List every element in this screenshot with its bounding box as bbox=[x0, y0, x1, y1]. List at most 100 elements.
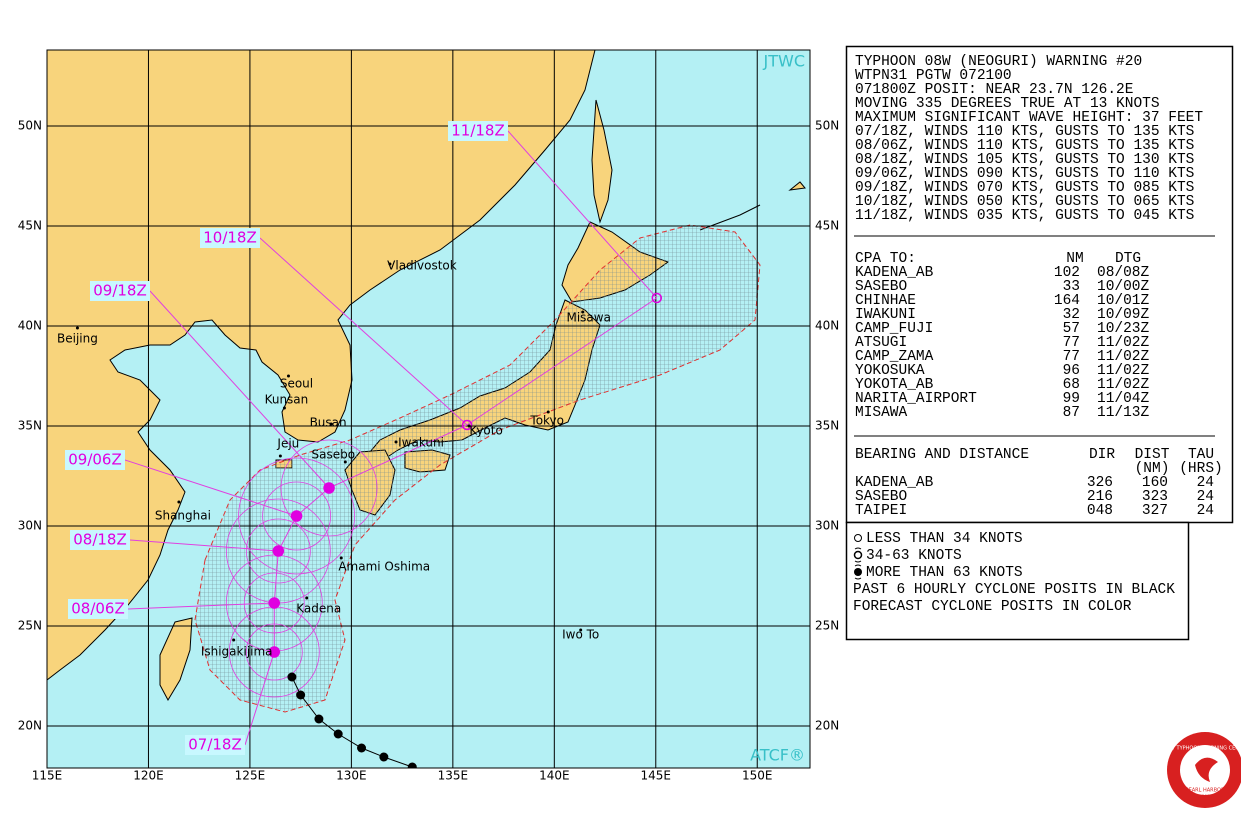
panel-text: MOVING 335 DEGREES TRUE AT 13 KNOTS bbox=[855, 96, 1160, 112]
grid bbox=[47, 50, 810, 768]
panel-text: (HRS) bbox=[1179, 461, 1223, 477]
panel-text: 11/18Z, WINDS 035 KTS, GUSTS TO 045 KTS bbox=[855, 208, 1194, 224]
panel-text: 33 bbox=[1063, 279, 1080, 295]
city-label: Seoul bbox=[280, 377, 313, 391]
logo-text: JOINT TYPHOON WARNING CENTER bbox=[1160, 746, 1241, 752]
panel-text: 68 bbox=[1063, 377, 1080, 393]
info-panel bbox=[845, 45, 1234, 524]
legend-symbol bbox=[854, 564, 862, 580]
city-dot bbox=[388, 262, 392, 266]
time-label: 09/18Z bbox=[93, 282, 147, 300]
lat-label: 35N bbox=[18, 419, 42, 433]
panel-text: 99 bbox=[1063, 391, 1080, 407]
panel-text: BEARING AND DISTANCE bbox=[855, 447, 1029, 463]
time-label: 10/18Z bbox=[203, 229, 257, 247]
city-dot bbox=[339, 556, 343, 560]
time-label-bg bbox=[68, 599, 128, 619]
time-label: 07/18Z bbox=[188, 736, 242, 754]
city-label: Ishigakijima bbox=[201, 645, 273, 659]
city-dot bbox=[579, 628, 583, 632]
panel-text: NARITA_AIRPORT bbox=[855, 391, 977, 407]
time-label-bg bbox=[70, 530, 130, 550]
panel-text: IWAKUNI bbox=[855, 307, 916, 323]
past-position bbox=[333, 729, 343, 739]
lon-label: 145E bbox=[641, 769, 672, 783]
past-position bbox=[314, 714, 324, 724]
panel-text: 048 bbox=[1087, 503, 1113, 519]
lat-label: 40N bbox=[18, 319, 42, 333]
lat-label: 30N bbox=[18, 519, 42, 533]
panel-text: 08/06Z, WINDS 110 KTS, GUSTS TO 135 KTS bbox=[855, 138, 1194, 154]
panel-text: FORECAST CYCLONE POSITS IN COLOR bbox=[853, 599, 1132, 615]
track bbox=[124, 130, 663, 768]
label-leader bbox=[127, 602, 275, 610]
city-label: Shanghai bbox=[155, 509, 211, 523]
lat-label: 50N bbox=[815, 119, 839, 133]
city-label: Kunsan bbox=[265, 393, 309, 407]
panel-text: KADENA_AB bbox=[855, 475, 934, 491]
lat-label: 25N bbox=[18, 619, 42, 633]
city-dot bbox=[546, 410, 550, 414]
lon-label: 115E bbox=[32, 769, 63, 783]
panel-text: PAST 6 HOURLY CYCLONE POSITS IN BLACK bbox=[853, 582, 1175, 598]
panel-text: NM bbox=[1066, 251, 1083, 267]
wind-radius bbox=[238, 457, 355, 575]
lon-label: 140E bbox=[539, 769, 570, 783]
city-dot bbox=[343, 460, 347, 464]
legend-symbol bbox=[853, 550, 863, 560]
panel-text: 11/02Z bbox=[1097, 349, 1150, 365]
city-label: Iwakuni bbox=[398, 436, 444, 450]
taiwan bbox=[159, 617, 193, 702]
legend-symbol bbox=[854, 547, 862, 563]
forecast-position bbox=[290, 510, 303, 522]
panel-text: 326 bbox=[1087, 475, 1113, 491]
city-dot bbox=[75, 326, 79, 330]
forecast-position bbox=[323, 482, 335, 494]
city-dot bbox=[286, 374, 290, 378]
panel-text: 10/01Z bbox=[1097, 293, 1150, 309]
city-label: Vladivostok bbox=[387, 259, 457, 273]
panel-text: LESS THAN 34 KNOTS bbox=[866, 531, 1023, 547]
lon-label: 120E bbox=[133, 769, 164, 783]
lat-label: 20N bbox=[18, 719, 42, 733]
panel-text: TYPHOON 08W (NEOGURI) WARNING #20WTPN31 … bbox=[853, 54, 1223, 615]
label-leader bbox=[124, 459, 297, 517]
panel-text: WTPN31 PGTW 072100 bbox=[855, 68, 1012, 84]
past-position bbox=[379, 752, 389, 762]
panel-text: 11/02Z bbox=[1097, 335, 1150, 351]
panel-text: 24 bbox=[1197, 503, 1214, 519]
time-label-bg bbox=[448, 121, 508, 141]
panel-text: ATSUGI bbox=[855, 335, 907, 351]
panel-text: 160 bbox=[1142, 475, 1168, 491]
panel-text: 164 bbox=[1054, 293, 1080, 309]
city-dot bbox=[177, 500, 181, 504]
panel-text: TYPHOON 08W (NEOGURI) WARNING #20 bbox=[855, 54, 1142, 70]
map bbox=[47, 50, 810, 768]
wind-radius bbox=[280, 439, 378, 537]
legend-panel bbox=[845, 521, 1190, 641]
logo-text: HAWAII bbox=[1198, 794, 1212, 799]
panel-text: CAMP_FUJI bbox=[855, 321, 933, 337]
past-position bbox=[287, 672, 297, 682]
panel-text: 327 bbox=[1142, 503, 1168, 519]
wind-radius bbox=[262, 481, 331, 551]
city-label: Kyoto bbox=[469, 424, 503, 438]
legend-symbol bbox=[854, 534, 862, 542]
panel-text: 11/04Z bbox=[1097, 391, 1150, 407]
lat-label: 30N bbox=[815, 519, 839, 533]
lat-label: 50N bbox=[18, 119, 42, 133]
panel-text: 10/00Z bbox=[1097, 279, 1150, 295]
city-dot bbox=[282, 406, 286, 410]
label-leader bbox=[129, 539, 279, 552]
time-label: 08/18Z bbox=[73, 531, 127, 549]
panel-text: (NM) bbox=[1135, 461, 1170, 477]
forecast-position bbox=[651, 292, 663, 304]
city-label: Iwo To bbox=[562, 628, 599, 642]
panel-text: 216 bbox=[1087, 489, 1113, 505]
label-leader bbox=[259, 237, 468, 426]
panel-text: 102 bbox=[1054, 265, 1080, 281]
panel-text: 57 bbox=[1063, 321, 1080, 337]
city-label: Sasebo bbox=[312, 448, 356, 462]
legend-symbol bbox=[854, 568, 862, 576]
